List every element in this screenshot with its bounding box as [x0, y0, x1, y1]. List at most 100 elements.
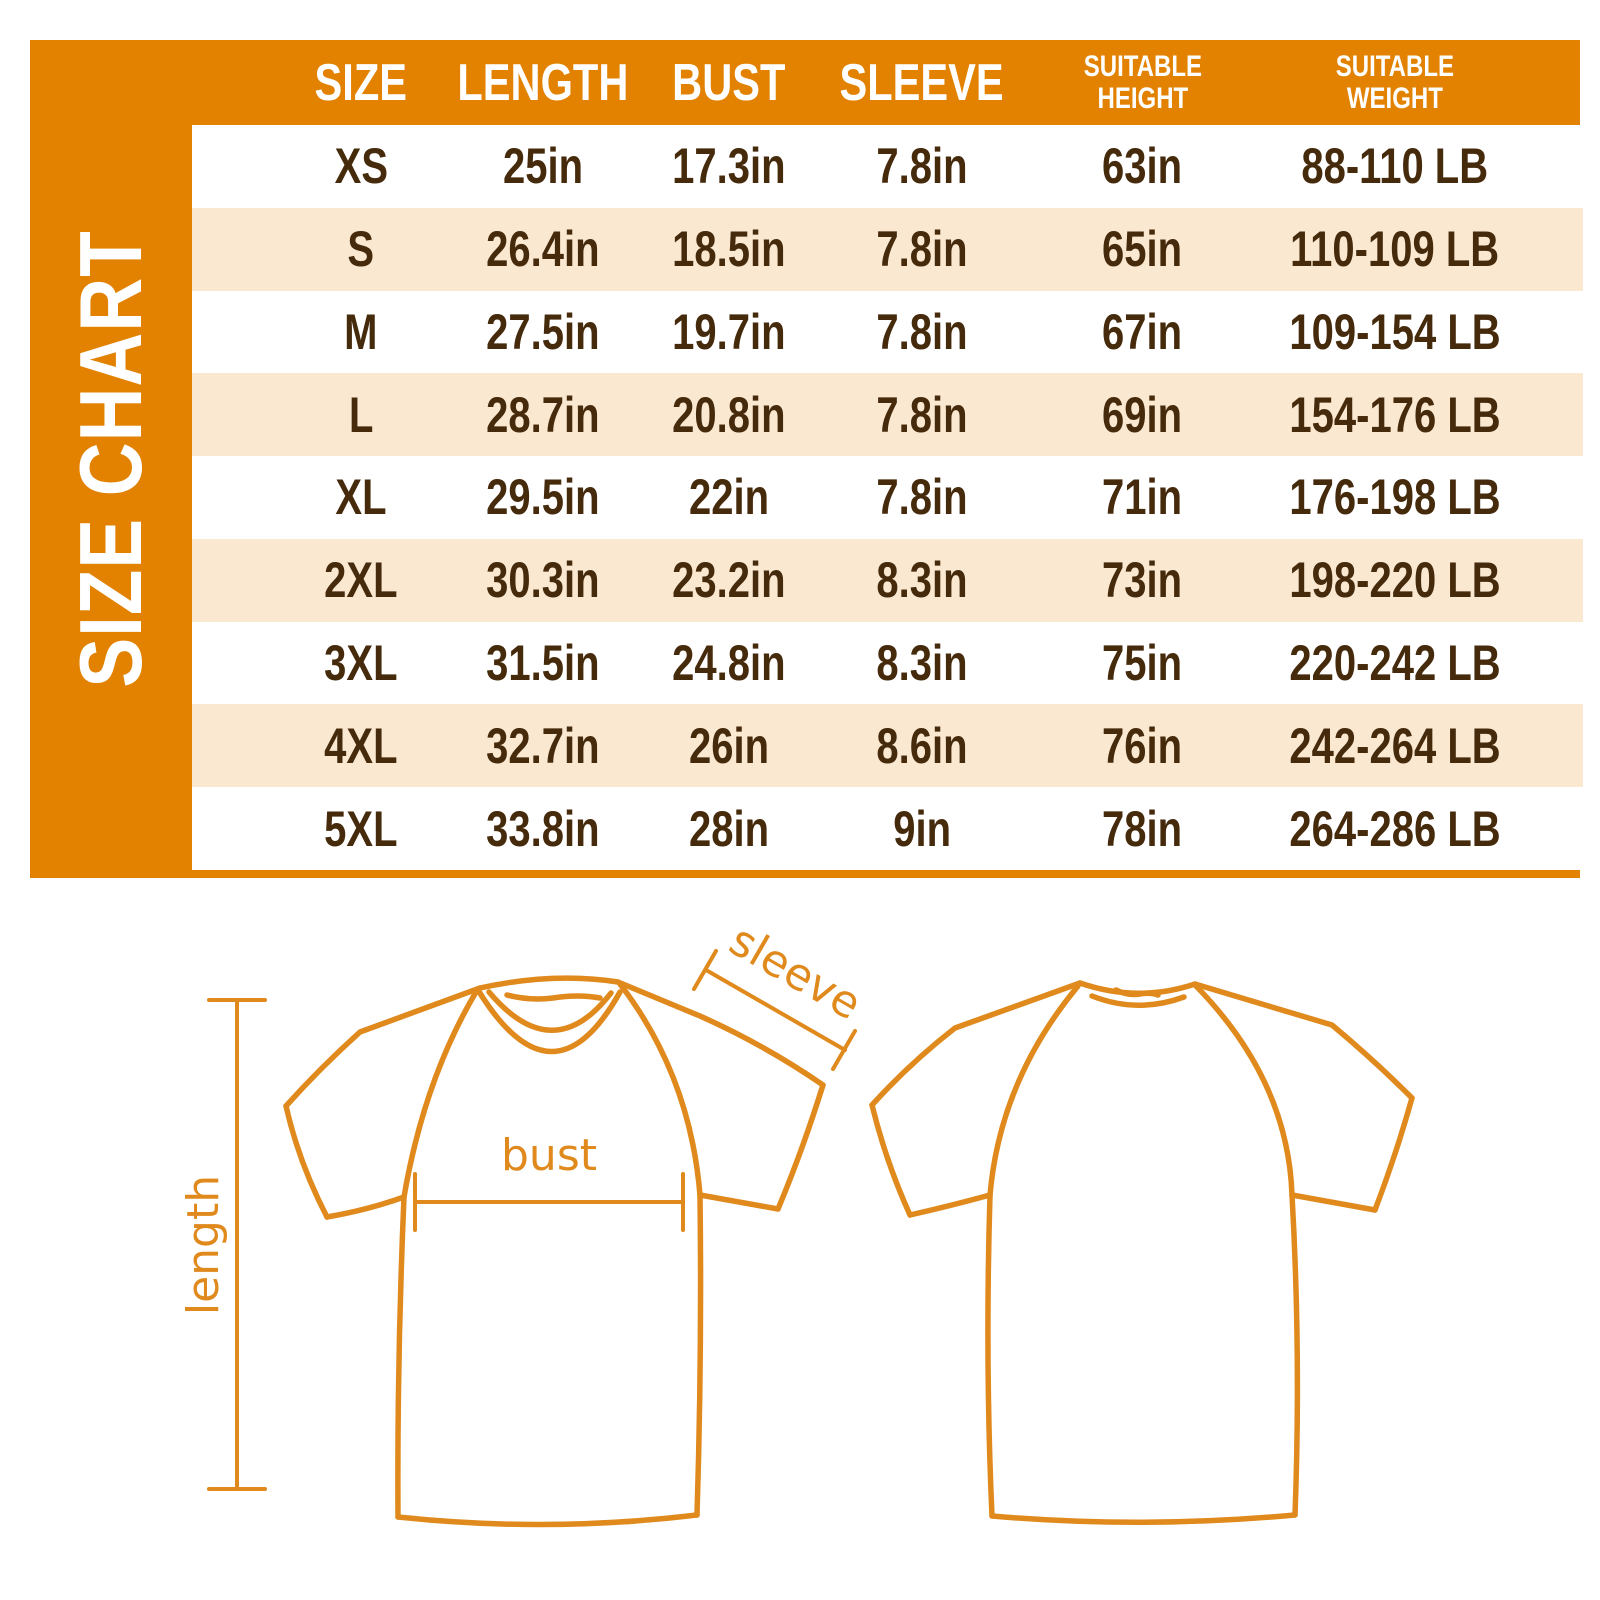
cell-size: L [192, 373, 450, 456]
cell-text: 154-176 LB [1289, 386, 1501, 443]
cell-size: M [192, 291, 450, 374]
cell-text: XS [334, 138, 388, 195]
column-header-label: LENGTH [457, 53, 629, 112]
cell-bust: 17.3in [636, 125, 822, 208]
cell-text: 198-220 LB [1289, 552, 1501, 609]
cell-text: 71in [1102, 469, 1183, 526]
table-row-5xl: 5XL 33.8in 28in 9in 78in 264-286 LB [192, 787, 1584, 870]
cell-text: 3XL [324, 635, 398, 692]
length-measure-line [207, 998, 267, 1491]
cell-size: XL [192, 456, 450, 539]
cell-height: 71in [1022, 456, 1263, 539]
cell-size: S [192, 208, 450, 291]
column-header-bust: BUST [636, 40, 822, 125]
cell-height: 75in [1022, 622, 1263, 705]
cell-text: S [347, 221, 375, 278]
cell-weight: 242-264 LB [1263, 704, 1583, 787]
cell-sleeve: 7.8in [822, 456, 1022, 539]
cell-bust: 24.8in [636, 622, 822, 705]
cell-text: 22in [688, 469, 770, 526]
column-header-size: SIZE [192, 40, 450, 125]
cell-text: 220-242 LB [1289, 635, 1501, 692]
cell-text: 28.7in [486, 386, 600, 443]
cell-text: 8.3in [876, 635, 968, 692]
cell-weight: 220-242 LB [1263, 622, 1583, 705]
cell-size: XS [192, 125, 450, 208]
cell-text: 7.8in [876, 386, 968, 443]
cell-text: 26.4in [486, 221, 600, 278]
cell-size: 5XL [192, 787, 450, 870]
cell-text: 20.8in [672, 386, 786, 443]
cell-size: 4XL [192, 704, 450, 787]
cell-weight: 88-110 LB [1263, 125, 1583, 208]
cell-bust: 19.7in [636, 291, 822, 374]
cell-text: 7.8in [876, 469, 968, 526]
cell-weight: 109-154 LB [1263, 291, 1583, 374]
cell-text: 69in [1102, 386, 1183, 443]
cell-text: 2XL [324, 552, 398, 609]
column-header-label: SUITABLE HEIGHT [1083, 50, 1202, 115]
cell-text: 264-286 LB [1289, 800, 1501, 857]
cell-length: 27.5in [450, 291, 636, 374]
cell-sleeve: 7.8in [822, 125, 1022, 208]
size-table-grid: SIZE LENGTH BUST SLEEVE SUITABLE HEIGHT … [192, 40, 1584, 870]
cell-text: 23.2in [672, 552, 786, 609]
cell-height: 73in [1022, 539, 1263, 622]
cell-text: 4XL [324, 717, 398, 774]
cell-text: M [344, 303, 378, 360]
table-row-xs: XS 25in 17.3in 7.8in 63in 88-110 LB [192, 125, 1584, 208]
cell-text: 27.5in [486, 303, 600, 360]
cell-weight: 198-220 LB [1263, 539, 1583, 622]
cell-length: 29.5in [450, 456, 636, 539]
cell-text: 29.5in [486, 469, 600, 526]
table-row-l: L 28.7in 20.8in 7.8in 69in 154-176 LB [192, 373, 1584, 457]
cell-text: 76in [1102, 717, 1183, 774]
cell-height: 63in [1022, 125, 1263, 208]
column-header-sleeve: SLEEVE [822, 40, 1022, 125]
column-header-label: SLEEVE [839, 53, 1005, 112]
cell-text: 73in [1102, 552, 1183, 609]
cell-length: 30.3in [450, 539, 636, 622]
cell-text: 30.3in [486, 552, 600, 609]
cell-length: 25in [450, 125, 636, 208]
cell-sleeve: 8.3in [822, 539, 1022, 622]
cell-bust: 18.5in [636, 208, 822, 291]
cell-text: 5XL [324, 800, 398, 857]
cell-text: 242-264 LB [1289, 717, 1501, 774]
cell-text: 33.8in [486, 800, 600, 857]
tshirt-front-drawing [283, 975, 826, 1528]
cell-sleeve: 7.8in [822, 291, 1022, 374]
column-header-label: SIZE [314, 53, 408, 112]
cell-text: 7.8in [876, 303, 968, 360]
cell-height: 65in [1022, 208, 1263, 291]
length-label: length [178, 1174, 229, 1316]
cell-text: 25in [502, 138, 584, 195]
bust-label: bust [501, 1130, 597, 1181]
cell-text: 88-110 LB [1301, 138, 1489, 195]
cell-text: 176-198 LB [1289, 469, 1501, 526]
sleeve-measure-line [692, 949, 857, 1071]
cell-bust: 26in [636, 704, 822, 787]
cell-length: 33.8in [450, 787, 636, 870]
cell-text: L [348, 386, 374, 443]
cell-text: 17.3in [672, 138, 786, 195]
column-header-length: LENGTH [450, 40, 636, 125]
cell-height: 67in [1022, 291, 1263, 374]
table-row-s: S 26.4in 18.5in 7.8in 65in 110-109 LB [192, 207, 1584, 291]
cell-text: 78in [1102, 800, 1183, 857]
table-row-2xl: 2XL 30.3in 23.2in 8.3in 73in 198-220 LB [192, 538, 1584, 622]
cell-weight: 264-286 LB [1263, 787, 1583, 870]
cell-text: 65in [1102, 221, 1183, 278]
cell-text: 8.6in [876, 717, 968, 774]
table-row-3xl: 3XL 31.5in 24.8in 8.3in 75in 220-242 LB [192, 621, 1584, 705]
cell-text: 67in [1102, 303, 1183, 360]
cell-sleeve: 8.6in [822, 704, 1022, 787]
table-row-4xl: 4XL 32.7in 26in 8.6in 76in 242-264 LB [192, 704, 1584, 788]
cell-size: 3XL [192, 622, 450, 705]
cell-length: 26.4in [450, 208, 636, 291]
cell-text: 75in [1102, 635, 1183, 692]
cell-sleeve: 7.8in [822, 373, 1022, 456]
cell-length: 31.5in [450, 622, 636, 705]
table-row-m: M 27.5in 19.7in 7.8in 67in 109-154 LB [192, 290, 1584, 374]
